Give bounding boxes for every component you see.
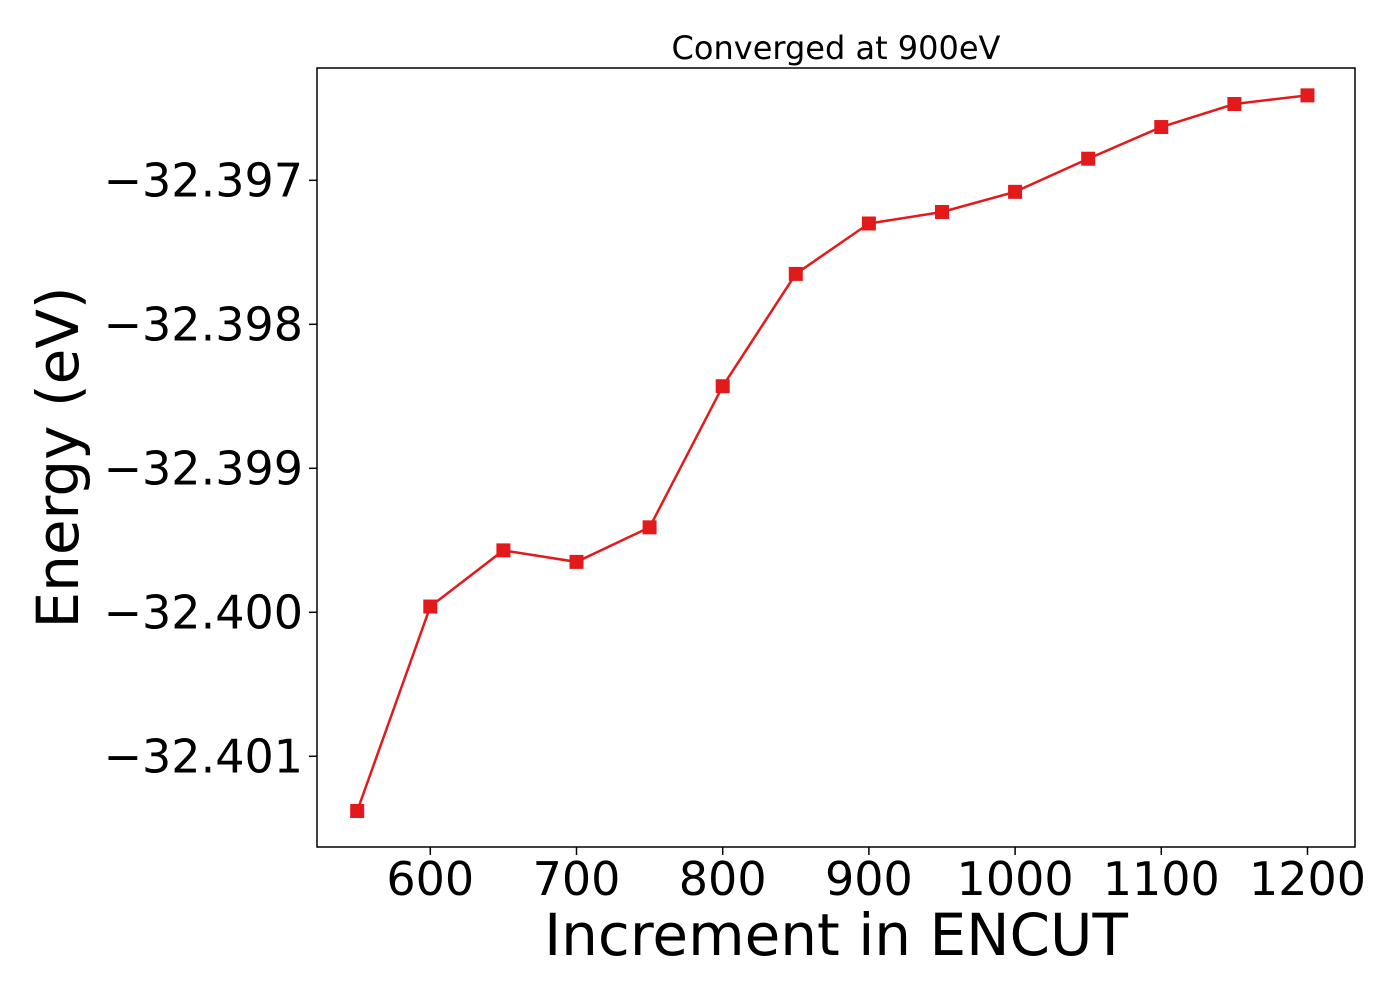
data-point-marker — [350, 804, 365, 819]
y-tick-label: −32.401 — [104, 729, 304, 783]
x-tick-label: 900 — [825, 852, 913, 906]
data-point-marker — [496, 543, 511, 558]
x-axis-ticks: 600 700 800 900 1000 1100 1200 — [386, 847, 1366, 906]
x-tick-label: 1000 — [957, 852, 1074, 906]
data-point-marker — [788, 266, 803, 281]
x-tick-label: 1100 — [1103, 852, 1220, 906]
data-point-marker — [715, 379, 730, 394]
y-tick-label: −32.397 — [104, 153, 304, 207]
y-tick-label: −32.399 — [104, 441, 304, 495]
data-point-marker — [861, 216, 876, 231]
series-line — [356, 94, 1308, 812]
data-point-marker — [423, 599, 438, 614]
data-point-marker — [1227, 96, 1242, 111]
plot-area-frame — [316, 67, 1356, 848]
y-axis-title: Energy (eV) — [24, 286, 92, 628]
data-point-marker — [642, 520, 657, 535]
data-point-marker — [569, 554, 584, 569]
chart-title: Converged at 900eV — [672, 29, 1001, 67]
x-axis-title: Increment in ENCUT — [544, 901, 1128, 969]
data-point-marker — [1154, 120, 1169, 135]
series-layer — [350, 88, 1315, 819]
y-axis-ticks: −32.397 −32.398 −32.399 −32.400 −32.401 — [104, 153, 317, 783]
y-tick-label: −32.398 — [104, 297, 304, 351]
data-point-marker — [1081, 151, 1096, 166]
data-point-marker — [934, 204, 949, 219]
x-tick-label: 1200 — [1249, 852, 1366, 906]
x-tick-label: 700 — [533, 852, 621, 906]
x-tick-label: 800 — [679, 852, 767, 906]
y-tick-label: −32.400 — [104, 585, 304, 639]
x-tick-label: 600 — [386, 852, 474, 906]
data-point-marker — [1300, 88, 1315, 103]
data-point-marker — [1008, 184, 1023, 199]
